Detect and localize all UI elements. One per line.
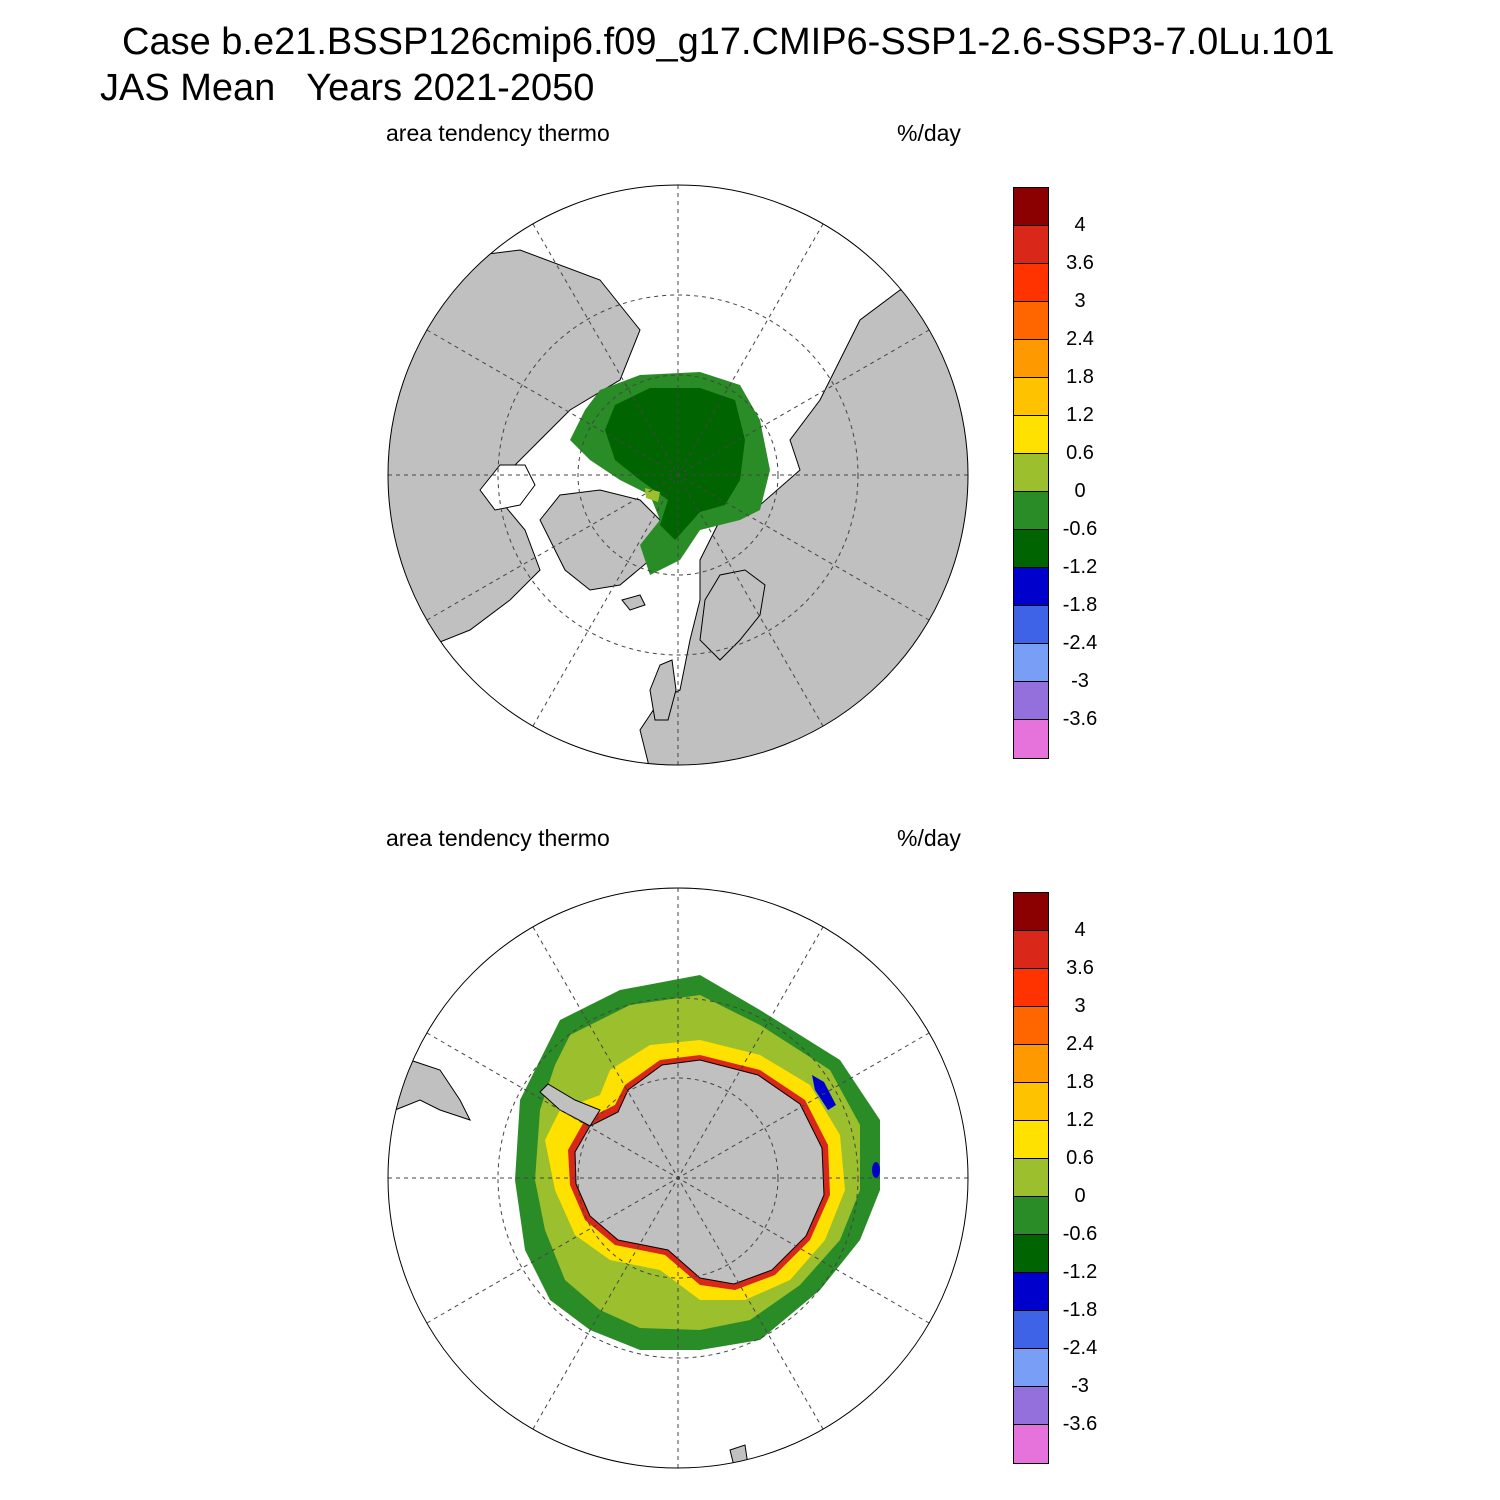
south-colorbar-tick-label: -1.2 — [1062, 1261, 1098, 1283]
north-colorbar-tick-label: 3 — [1074, 290, 1086, 312]
south-polar-map — [387, 887, 969, 1469]
south-colorbar-tick-label: 3.6 — [1066, 957, 1094, 979]
figure-title-period: JAS Mean Years 2021-2050 — [100, 67, 595, 109]
south-colorbar — [1013, 892, 1049, 1464]
south-colorbar-tick-label: 3 — [1074, 995, 1086, 1017]
south-colorbar-swatch — [1014, 1235, 1048, 1273]
south-colorbar-tick-label: 0 — [1074, 1185, 1086, 1207]
south-colorbar-tick-label: -1.8 — [1062, 1299, 1098, 1321]
south-colorbar-tick-label: -3.6 — [1062, 1413, 1098, 1435]
south-colorbar-tick-label: 1.8 — [1066, 1071, 1094, 1093]
north-colorbar-tick-label: -0.6 — [1062, 518, 1098, 540]
iceland-landmass — [621, 594, 646, 611]
south-colorbar-swatch — [1014, 1083, 1048, 1121]
north-colorbar-swatch — [1014, 492, 1048, 530]
panel-north-units-label: %/day — [897, 120, 961, 146]
north-colorbar-swatch — [1014, 530, 1048, 568]
south-colorbar-swatch — [1014, 969, 1048, 1007]
figure-title-case: Case b.e21.BSSP126cmip6.f09_g17.CMIP6-SS… — [122, 21, 1335, 63]
north-colorbar-swatch — [1014, 568, 1048, 606]
south-colorbar-swatch — [1014, 931, 1048, 969]
south-colorbar-tick-label: 0.6 — [1066, 1147, 1094, 1169]
tasmania-landmass — [729, 1444, 749, 1468]
south-colorbar-swatch — [1014, 1425, 1048, 1463]
north-colorbar-tick-label: 3.6 — [1066, 252, 1094, 274]
north-colorbar-tick-label: 0.6 — [1066, 442, 1094, 464]
south-colorbar-tick-label: -0.6 — [1062, 1223, 1098, 1245]
north-colorbar-swatch — [1014, 226, 1048, 264]
north-colorbar-tick-label: -3.6 — [1062, 708, 1098, 730]
antarctic-blue-patch-2 — [872, 1162, 880, 1178]
antarctic-blue-patch-1 — [812, 1075, 836, 1110]
south-colorbar-swatch — [1014, 1311, 1048, 1349]
south-map-border — [387, 887, 969, 1469]
north-colorbar-tick-label: 1.8 — [1066, 366, 1094, 388]
antarctica-landmass — [574, 1059, 825, 1285]
scandinavia-landmass — [699, 569, 766, 661]
south-colorbar-tick-label: 2.4 — [1066, 1033, 1094, 1055]
arctic-ice-core — [605, 388, 745, 540]
south-colorbar-swatch — [1014, 893, 1048, 931]
north-colorbar-swatch — [1014, 720, 1048, 758]
north-colorbar-swatch — [1014, 378, 1048, 416]
north-colorbar-swatch — [1014, 606, 1048, 644]
north-colorbar-swatch — [1014, 302, 1048, 340]
north-colorbar-tick-label: -1.8 — [1062, 594, 1098, 616]
britain-landmass — [649, 659, 677, 721]
north-colorbar — [1013, 187, 1049, 759]
north-colorbar-tick-label: 2.4 — [1066, 328, 1094, 350]
north-colorbar-tick-label: -1.2 — [1062, 556, 1098, 578]
south-colorbar-tick-label: 1.2 — [1066, 1109, 1094, 1131]
north-colorbar-swatch — [1014, 454, 1048, 492]
north-colorbar-tick-label: 0 — [1074, 480, 1086, 502]
panel-south-units-label: %/day — [897, 825, 961, 851]
north-colorbar-swatch — [1014, 340, 1048, 378]
north-colorbar-swatch — [1014, 416, 1048, 454]
north-map-border — [387, 184, 969, 766]
hudson-bay — [479, 464, 536, 511]
north-colorbar-tick-label: 1.2 — [1066, 404, 1094, 426]
south-colorbar-tick-label: 4 — [1074, 919, 1086, 941]
south-colorbar-swatch — [1014, 1349, 1048, 1387]
north-colorbar-swatch — [1014, 264, 1048, 302]
north-polar-map — [387, 184, 969, 766]
north-colorbar-swatch — [1014, 188, 1048, 226]
south-colorbar-swatch — [1014, 1273, 1048, 1311]
north-colorbar-swatch — [1014, 644, 1048, 682]
south-colorbar-swatch — [1014, 1159, 1048, 1197]
south-colorbar-tick-label: -2.4 — [1062, 1337, 1098, 1359]
south-colorbar-swatch — [1014, 1121, 1048, 1159]
south-colorbar-tick-label: -3 — [1071, 1375, 1089, 1397]
north-colorbar-tick-label: 4 — [1074, 214, 1086, 236]
south-colorbar-swatch — [1014, 1197, 1048, 1235]
north-colorbar-tick-label: -2.4 — [1062, 632, 1098, 654]
north-graticule — [388, 185, 968, 765]
south-colorbar-swatch — [1014, 1387, 1048, 1425]
south-graticule — [388, 888, 968, 1468]
panel-north-variable-label: area tendency thermo — [386, 120, 610, 146]
south-colorbar-swatch — [1014, 1007, 1048, 1045]
north-colorbar-swatch — [1014, 682, 1048, 720]
south-colorbar-swatch — [1014, 1045, 1048, 1083]
north-colorbar-tick-label: -3 — [1071, 670, 1089, 692]
panel-south-variable-label: area tendency thermo — [386, 825, 610, 851]
